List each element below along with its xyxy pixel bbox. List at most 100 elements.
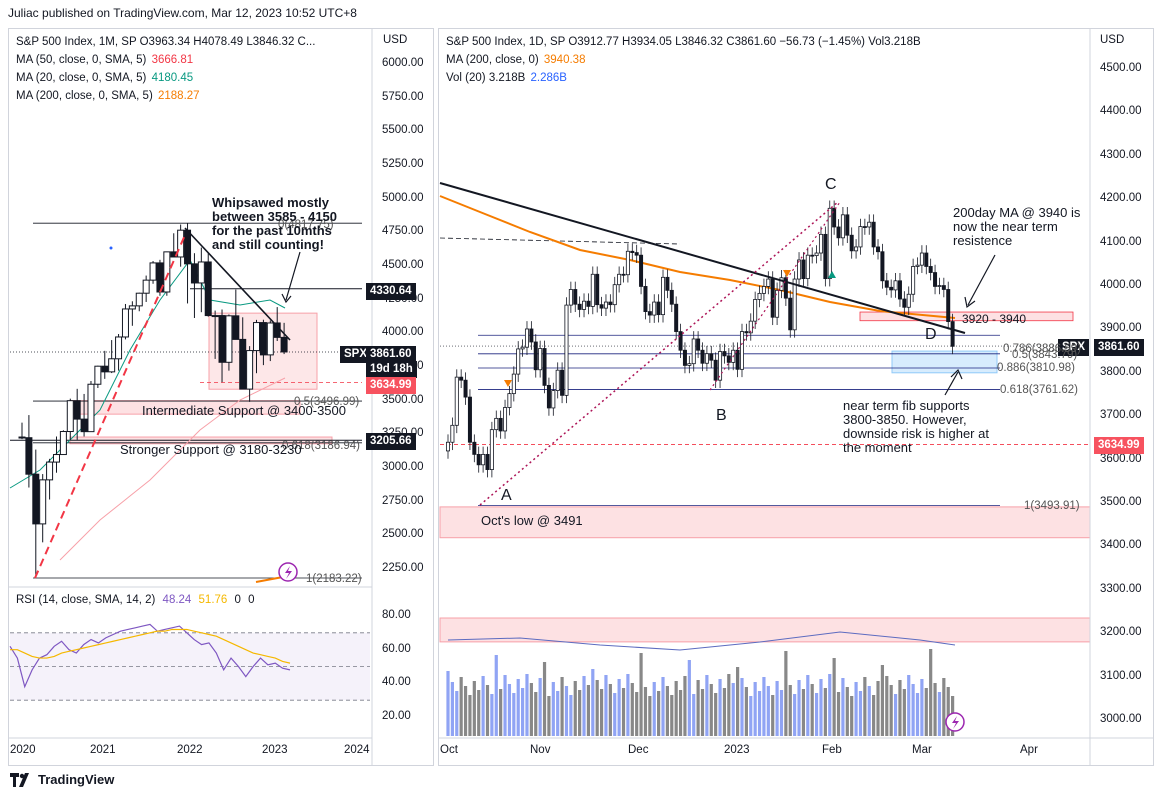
right-dotted-trend-2: [709, 201, 841, 391]
left-candle-body-15: [121, 308, 129, 338]
right-time-tick-1: Nov: [530, 744, 551, 756]
right-ma-200[interactable]: MA (200, close, 0) 3940.38: [446, 54, 586, 66]
ma200-arrow: [967, 254, 996, 306]
right-candle-body-43: [634, 252, 639, 256]
right-candle-body-110: [928, 266, 933, 273]
volume-bar-14: [507, 684, 512, 736]
right-candle-body-84: [814, 252, 819, 257]
right-candle-body-49: [661, 276, 666, 316]
right-candle-body-10: [489, 429, 494, 470]
right-candle-body-31: [582, 300, 587, 310]
right-price-tick-4: 4100.00: [1100, 235, 1142, 248]
volume-bar-89: [836, 692, 841, 736]
left-tag-spx: SPX: [340, 346, 372, 363]
right-fib-1: 1(3493.91): [1024, 500, 1080, 512]
right-candle-body-47: [652, 301, 657, 316]
left-ma-50[interactable]: MA (50, close, 0, SMA, 5) 3666.81: [16, 54, 194, 66]
volume-bar-37: [608, 684, 612, 736]
rsi-tick-0: 80.00: [382, 609, 411, 621]
right-candle-body-90: [840, 214, 845, 239]
volume-bar-22: [542, 662, 547, 736]
volume-bar-3: [459, 677, 463, 736]
left-price-tick-10: 3500.00: [382, 393, 424, 406]
right-price-tick-2: 4300.00: [1100, 148, 1142, 161]
left-lightning-glyph: [285, 566, 292, 579]
right-candle-body-99: [880, 251, 885, 282]
volume-bar-38: [613, 693, 617, 736]
right-volume[interactable]: Vol (20) 3.218B 2.286B: [446, 72, 567, 84]
rsi-legend[interactable]: RSI (14, close, SMA, 14, 2) 48.24 51.76 …: [16, 594, 255, 606]
right-candle-body-109: [924, 252, 929, 267]
volume-bar-64: [727, 674, 731, 736]
volume-bar-17: [520, 688, 525, 736]
right-candle-body-106: [911, 266, 916, 295]
right-candle-body-115: [950, 321, 955, 347]
volume-bar-25: [556, 691, 560, 736]
right-candle-body-94: [858, 226, 863, 248]
right-candle-body-13: [503, 407, 508, 432]
right-candle-body-104: [902, 298, 907, 308]
right-candle-body-7: [476, 453, 481, 466]
left-tag-countdown: 19d 18h: [366, 361, 417, 378]
tradingview-logo-icon: [10, 772, 29, 787]
right-candle-body-54: [682, 349, 687, 366]
right-fib-0786: 0.786(3886.59): [1003, 343, 1082, 355]
left-candle-body-26: [197, 261, 205, 284]
rsi-tick-2: 40.00: [382, 676, 411, 689]
right-candle-body-3: [459, 376, 464, 381]
volume-bar-84: [814, 693, 819, 736]
left-ma-200[interactable]: MA (200, close, 0, SMA, 5) 2188.27: [16, 90, 200, 102]
volume-bar-10: [490, 694, 494, 736]
left-candle-body-10: [87, 383, 95, 433]
right-candle-body-25: [555, 369, 560, 391]
left-candle-body-9: [80, 418, 88, 433]
right-candle-body-15: [511, 373, 516, 395]
right-candle-body-60: [709, 353, 714, 361]
volume-bar-29: [573, 681, 577, 736]
left-monthly-chart: [9, 222, 362, 583]
right-price-tick-8: 3700.00: [1100, 409, 1142, 422]
left-price-tick-14: 2500.00: [382, 528, 424, 541]
left-candle-body-30: [225, 315, 233, 363]
fib-support-zone: [891, 350, 998, 374]
right-candle-body-39: [617, 273, 622, 286]
right-tag-spx: SPX: [1058, 339, 1090, 356]
right-candle-body-50: [665, 276, 670, 291]
volume-bar-100: [885, 676, 889, 736]
right-candle-body-61: [713, 359, 718, 381]
volume-bar-96: [867, 686, 871, 736]
volume-bar-108: [920, 679, 924, 736]
rsi-band: [10, 632, 370, 701]
volume-bar-67: [740, 678, 744, 736]
rsi-sma-line: [10, 628, 291, 664]
volume-bar-34: [595, 680, 599, 736]
brand-footer[interactable]: TradingView: [10, 772, 114, 787]
right-price-tick-10: 3500.00: [1100, 496, 1142, 508]
right-candle-body-20: [533, 341, 538, 371]
volume-bar-58: [700, 689, 705, 736]
volume-bar-91: [845, 687, 849, 736]
left-candle-body-5: [52, 454, 60, 463]
volume-bar-24: [551, 682, 555, 736]
right-candle-body-89: [836, 226, 841, 239]
right-time-tick-0: Oct: [440, 744, 458, 756]
publish-header: Juliac published on TradingView.com, Mar…: [8, 6, 357, 20]
volume-bar-47: [652, 682, 656, 736]
right-price-tick-0: 4500.00: [1100, 62, 1142, 74]
left-ma-20[interactable]: MA (20, close, 0, SMA, 5) 4180.45: [16, 72, 194, 84]
left-candle-body-12: [101, 365, 109, 373]
volume-bar-93: [854, 682, 858, 736]
left-rsi-chart: [8, 28, 373, 766]
right-candle-body-29: [573, 289, 578, 305]
right-candle-body-82: [805, 254, 810, 280]
right-axis-unit: USD: [1100, 34, 1125, 46]
left-candle-body-25: [190, 263, 198, 284]
volume-bar-82: [806, 675, 810, 736]
marker-up-green: [828, 271, 836, 278]
volume-bar-76: [779, 690, 784, 736]
left-price-tick-5: 4750.00: [382, 225, 424, 238]
right-candle-body-86: [823, 233, 828, 280]
left-price-tick-3: 5250.00: [382, 158, 424, 170]
left-candle-body-4: [46, 461, 54, 481]
